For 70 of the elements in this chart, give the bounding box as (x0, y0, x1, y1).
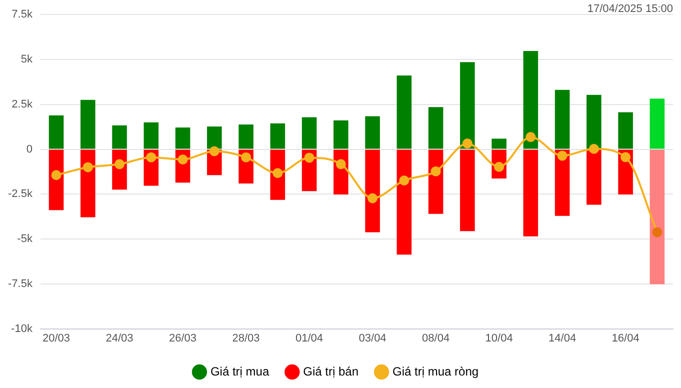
point (272, 168, 283, 178)
point (178, 154, 188, 164)
bar (523, 150, 538, 236)
x-tick-label: 26/03 (169, 332, 197, 344)
point (82, 162, 93, 172)
x-tick-label: 03/04 (358, 332, 386, 344)
bar (365, 150, 380, 232)
bar (396, 75, 412, 149)
y-tick-label: -7.5k (8, 278, 33, 290)
bar (428, 107, 444, 149)
bar (112, 125, 127, 149)
bar (144, 122, 159, 149)
legend-label: Giá trị bán (303, 364, 359, 378)
point (399, 176, 410, 186)
annotation: 17/04/2025 15:00 (587, 3, 673, 15)
point (241, 152, 252, 162)
point (557, 150, 568, 161)
legend-label: Giá trị mua ròng (392, 364, 479, 378)
x-tick-label: 20/03 (42, 332, 70, 344)
legend-label: Giá trị mua (210, 364, 270, 378)
bar (492, 138, 506, 149)
bar (80, 100, 96, 149)
y-tick-label: 5k (20, 54, 33, 66)
point (588, 144, 599, 154)
point (430, 166, 441, 176)
bar (554, 150, 570, 216)
x-tick-label: 24/03 (106, 332, 134, 344)
point (620, 152, 631, 162)
point (146, 152, 156, 162)
bar (302, 117, 317, 149)
x-tick-label: 16/04 (612, 332, 640, 344)
point (51, 170, 62, 180)
point (462, 138, 472, 149)
bar (270, 123, 286, 149)
bar (460, 62, 475, 149)
x-tick-label: 14/04 (548, 332, 576, 344)
bar (175, 128, 190, 149)
point (304, 152, 314, 163)
point (652, 227, 662, 238)
y-tick-label: 0 (26, 143, 32, 156)
bar (207, 126, 222, 149)
bar (650, 150, 665, 284)
bar (618, 112, 633, 149)
x-tick-label: 28/03 (232, 332, 260, 344)
bar (48, 115, 64, 149)
y-tick-label: 7.5k (12, 8, 33, 21)
bar (334, 120, 348, 149)
x-tick-label: 01/04 (296, 332, 324, 344)
point (368, 193, 378, 204)
y-tick-label: -5k (17, 233, 33, 246)
x-tick-label: 08/04 (422, 332, 450, 344)
point (209, 146, 220, 156)
point (336, 159, 346, 170)
bar (365, 116, 380, 149)
bar (80, 150, 96, 218)
y-tick-label: 2.5k (12, 98, 33, 110)
bar (396, 150, 412, 255)
bar (650, 98, 665, 149)
bar (586, 150, 602, 205)
y-tick-label: -2.5k (8, 188, 33, 200)
bar (554, 90, 570, 149)
y-tick-label: -10k (11, 322, 33, 335)
point (526, 132, 536, 142)
bar (238, 124, 254, 149)
bar (460, 150, 475, 232)
bar (48, 150, 64, 210)
point (114, 159, 125, 170)
x-tick-label: 10/04 (485, 332, 513, 344)
bar (586, 94, 602, 149)
bar (523, 51, 538, 149)
